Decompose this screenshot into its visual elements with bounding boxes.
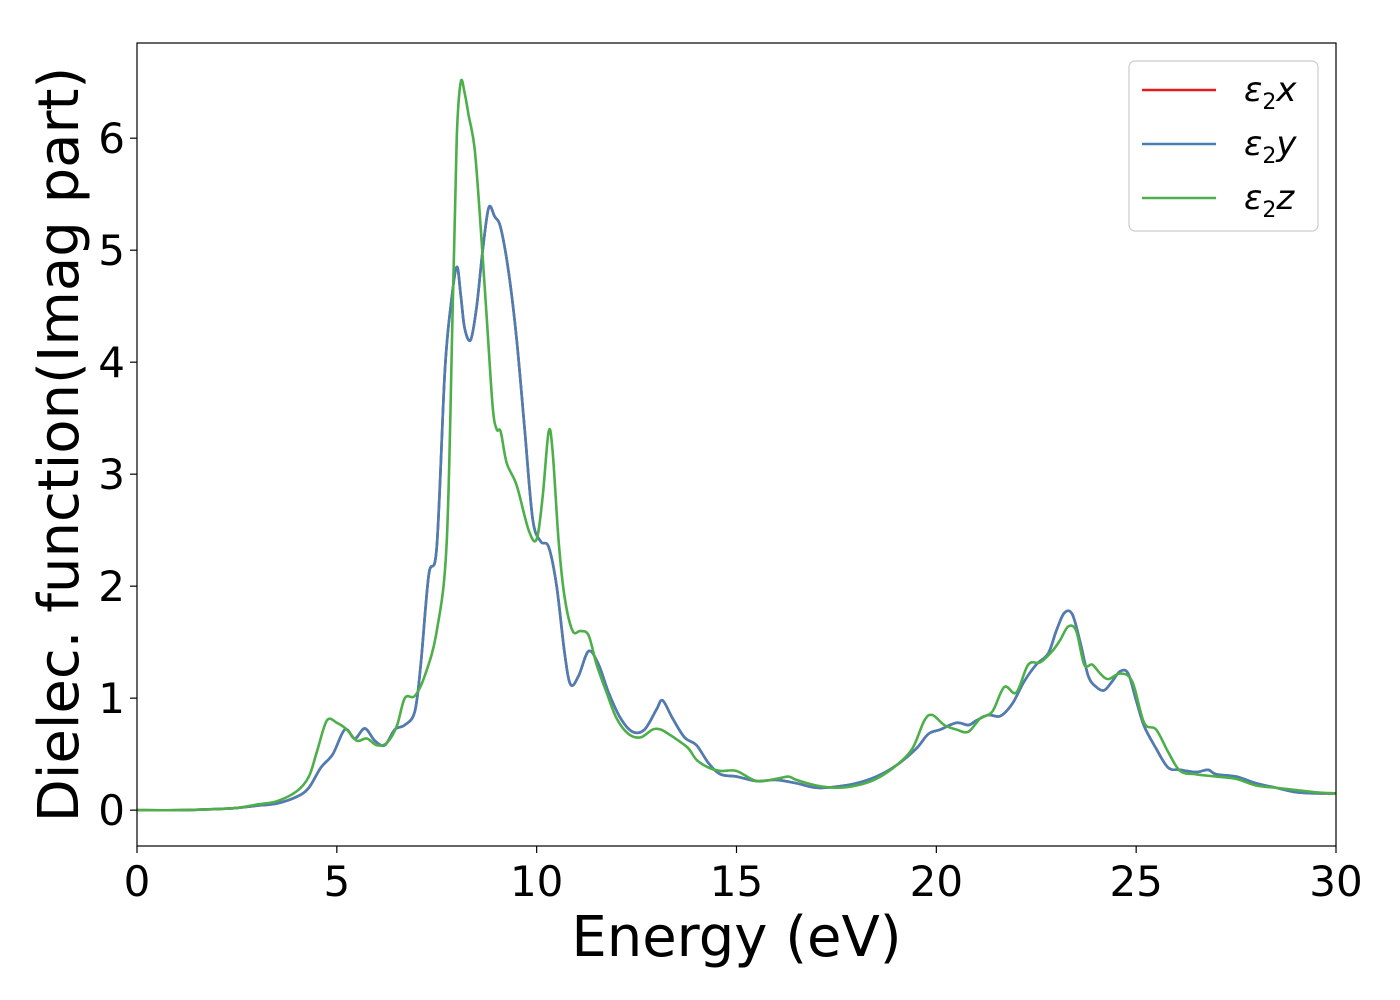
x-axis-title: Energy (eV) [571,905,901,970]
legend-label-z: ε2z [1244,178,1295,223]
series-line-x [137,204,1336,812]
y-tick-label: 5 [98,226,125,275]
series-line-z [137,78,1336,812]
legend-box [1128,60,1319,232]
y-tick-label: 4 [98,338,125,387]
y-tick-label: 3 [98,450,125,499]
x-tick-label: 25 [1109,857,1162,906]
legend-label-y: ε2y [1244,124,1297,169]
x-tick-label: 10 [510,857,563,906]
x-tick-label: 15 [710,857,763,906]
legend-label-x: ε2x [1244,70,1297,115]
x-tick-label: 5 [323,857,350,906]
legend: ε2x ε2y ε2z [1128,60,1319,232]
y-tick-label: 2 [98,562,125,611]
x-axis: 0 5 10 15 20 25 30 [124,846,1363,906]
series-line-y [137,204,1336,812]
y-axis-title: Dielec. function(Imag part) [27,67,92,823]
y-tick-label: 0 [98,786,125,835]
y-tick-label: 1 [98,674,125,723]
y-axis: 0 1 2 3 4 5 6 [98,114,137,835]
x-tick-label: 30 [1309,857,1362,906]
x-tick-label: 0 [124,857,151,906]
x-tick-label: 20 [910,857,963,906]
y-tick-label: 6 [98,114,125,163]
series-layer [137,78,1336,812]
